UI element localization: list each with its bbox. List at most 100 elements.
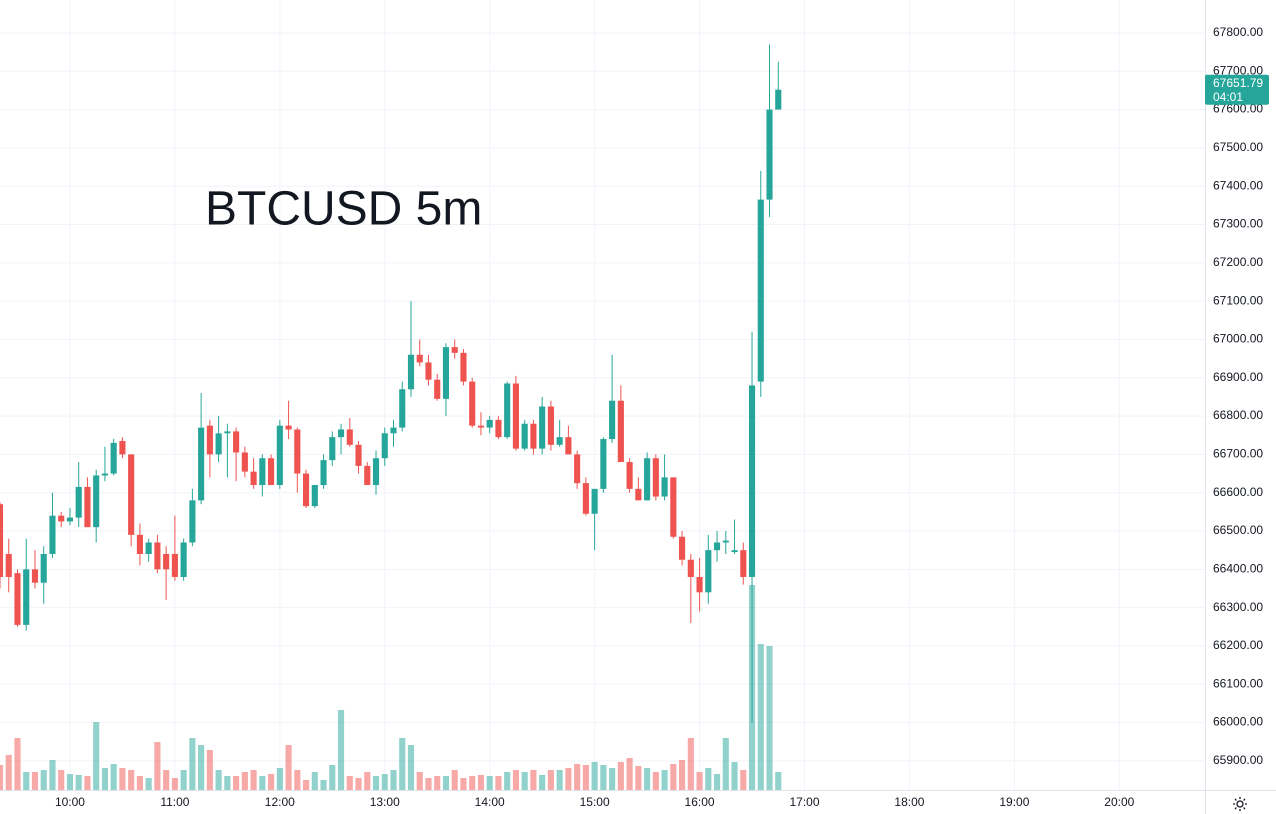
- candle-body: [311, 485, 318, 507]
- candle-body: [477, 425, 485, 428]
- volume-bar: [268, 774, 275, 790]
- volume-bar: [565, 768, 572, 790]
- candle-body: [14, 573, 21, 625]
- volume-bar: [31, 772, 39, 790]
- volume-bar: [215, 770, 222, 790]
- candle-body: [268, 458, 275, 486]
- volume-bar: [119, 768, 126, 790]
- volume-bar: [687, 738, 694, 790]
- volume-bar: [425, 778, 432, 790]
- candle-body: [565, 437, 572, 455]
- settings-icon[interactable]: [1233, 797, 1247, 811]
- candle-body: [233, 431, 240, 453]
- y-tick-label: 67500.00: [1213, 140, 1263, 154]
- volume-bar: [766, 646, 773, 790]
- price-pane: [0, 44, 782, 723]
- candle-body: [31, 569, 39, 583]
- y-tick-label: 66600.00: [1213, 485, 1263, 499]
- candle-body: [154, 542, 161, 570]
- candle-body: [600, 439, 607, 489]
- volume-bar: [23, 772, 30, 790]
- volume-bar: [58, 770, 65, 790]
- candle-body: [355, 444, 362, 466]
- candle-body: [556, 437, 563, 445]
- candle-body: [320, 460, 327, 486]
- volume-bar: [66, 774, 74, 790]
- candle-body: [241, 452, 248, 472]
- candle-body: [442, 347, 450, 399]
- volume-bar: [757, 644, 764, 790]
- candle-body: [679, 536, 686, 560]
- volume-bar: [617, 762, 624, 790]
- volume-bar: [696, 772, 703, 790]
- y-tick-label: 67800.00: [1213, 25, 1263, 39]
- volume-bar: [460, 778, 467, 790]
- volume-bar: [416, 772, 423, 790]
- y-tick-label: 67600.00: [1213, 102, 1263, 116]
- x-tick-label: 10:00: [55, 795, 85, 809]
- volume-bar: [477, 775, 485, 790]
- volume-bar: [372, 776, 380, 790]
- volume-bar: [224, 776, 231, 790]
- x-tick-label: 12:00: [265, 795, 295, 809]
- candle-body: [766, 109, 773, 200]
- candle-body: [670, 477, 677, 537]
- volume-bar: [0, 765, 4, 790]
- y-tick-label: 66700.00: [1213, 447, 1263, 461]
- candle-body: [66, 517, 74, 522]
- y-tick-label: 66900.00: [1213, 370, 1263, 384]
- volume-bar: [451, 770, 458, 790]
- volume-bar: [582, 765, 589, 790]
- y-tick-label: 67700.00: [1213, 63, 1263, 77]
- volume-bar: [442, 776, 450, 790]
- volume-bar: [285, 745, 292, 790]
- candle-body: [434, 379, 441, 399]
- y-tick-label: 66000.00: [1213, 715, 1263, 729]
- candle-body: [731, 550, 738, 553]
- volume-bar: [136, 776, 143, 790]
- volume-bar: [189, 738, 196, 790]
- volume-bar: [381, 774, 388, 790]
- candle-body: [661, 477, 668, 497]
- volume-bar: [276, 768, 283, 790]
- candle-body: [163, 553, 170, 570]
- candle-body: [372, 458, 380, 486]
- volume-bar: [5, 755, 12, 790]
- volume-bar: [521, 772, 528, 790]
- candle-body: [40, 553, 47, 583]
- volume-bar: [40, 770, 47, 790]
- volume-bar: [591, 762, 598, 790]
- candle-body: [84, 486, 91, 528]
- candle-body: [302, 473, 310, 507]
- candle-body: [23, 569, 30, 625]
- volume-bar: [504, 772, 511, 790]
- volume-bar: [302, 780, 310, 790]
- x-tick-label: 14:00: [475, 795, 505, 809]
- candle-body: [136, 534, 143, 554]
- volume-bar: [670, 764, 677, 790]
- candle-body: [644, 458, 651, 501]
- volume-bar: [329, 765, 336, 790]
- y-tick-label: 65900.00: [1213, 753, 1263, 767]
- chart-title: BTCUSD 5m: [205, 183, 482, 236]
- x-tick-label: 20:00: [1104, 795, 1134, 809]
- volume-bar: [337, 710, 345, 790]
- grid: [0, 0, 1205, 790]
- candle-body: [381, 433, 388, 459]
- volume-bar: [154, 742, 161, 790]
- candle-body: [250, 471, 257, 486]
- volume-bar: [171, 778, 178, 790]
- candle-body: [390, 427, 397, 434]
- volume-bar: [75, 775, 82, 790]
- candle-body: [574, 454, 581, 484]
- volume-bar: [731, 762, 738, 790]
- candle-body: [75, 486, 82, 518]
- candle-body: [740, 550, 747, 577]
- volume-bar: [241, 772, 248, 790]
- candle-body: [276, 425, 283, 486]
- x-tick-label: 18:00: [894, 795, 924, 809]
- volume-bar: [198, 745, 205, 790]
- candle-body: [294, 429, 301, 474]
